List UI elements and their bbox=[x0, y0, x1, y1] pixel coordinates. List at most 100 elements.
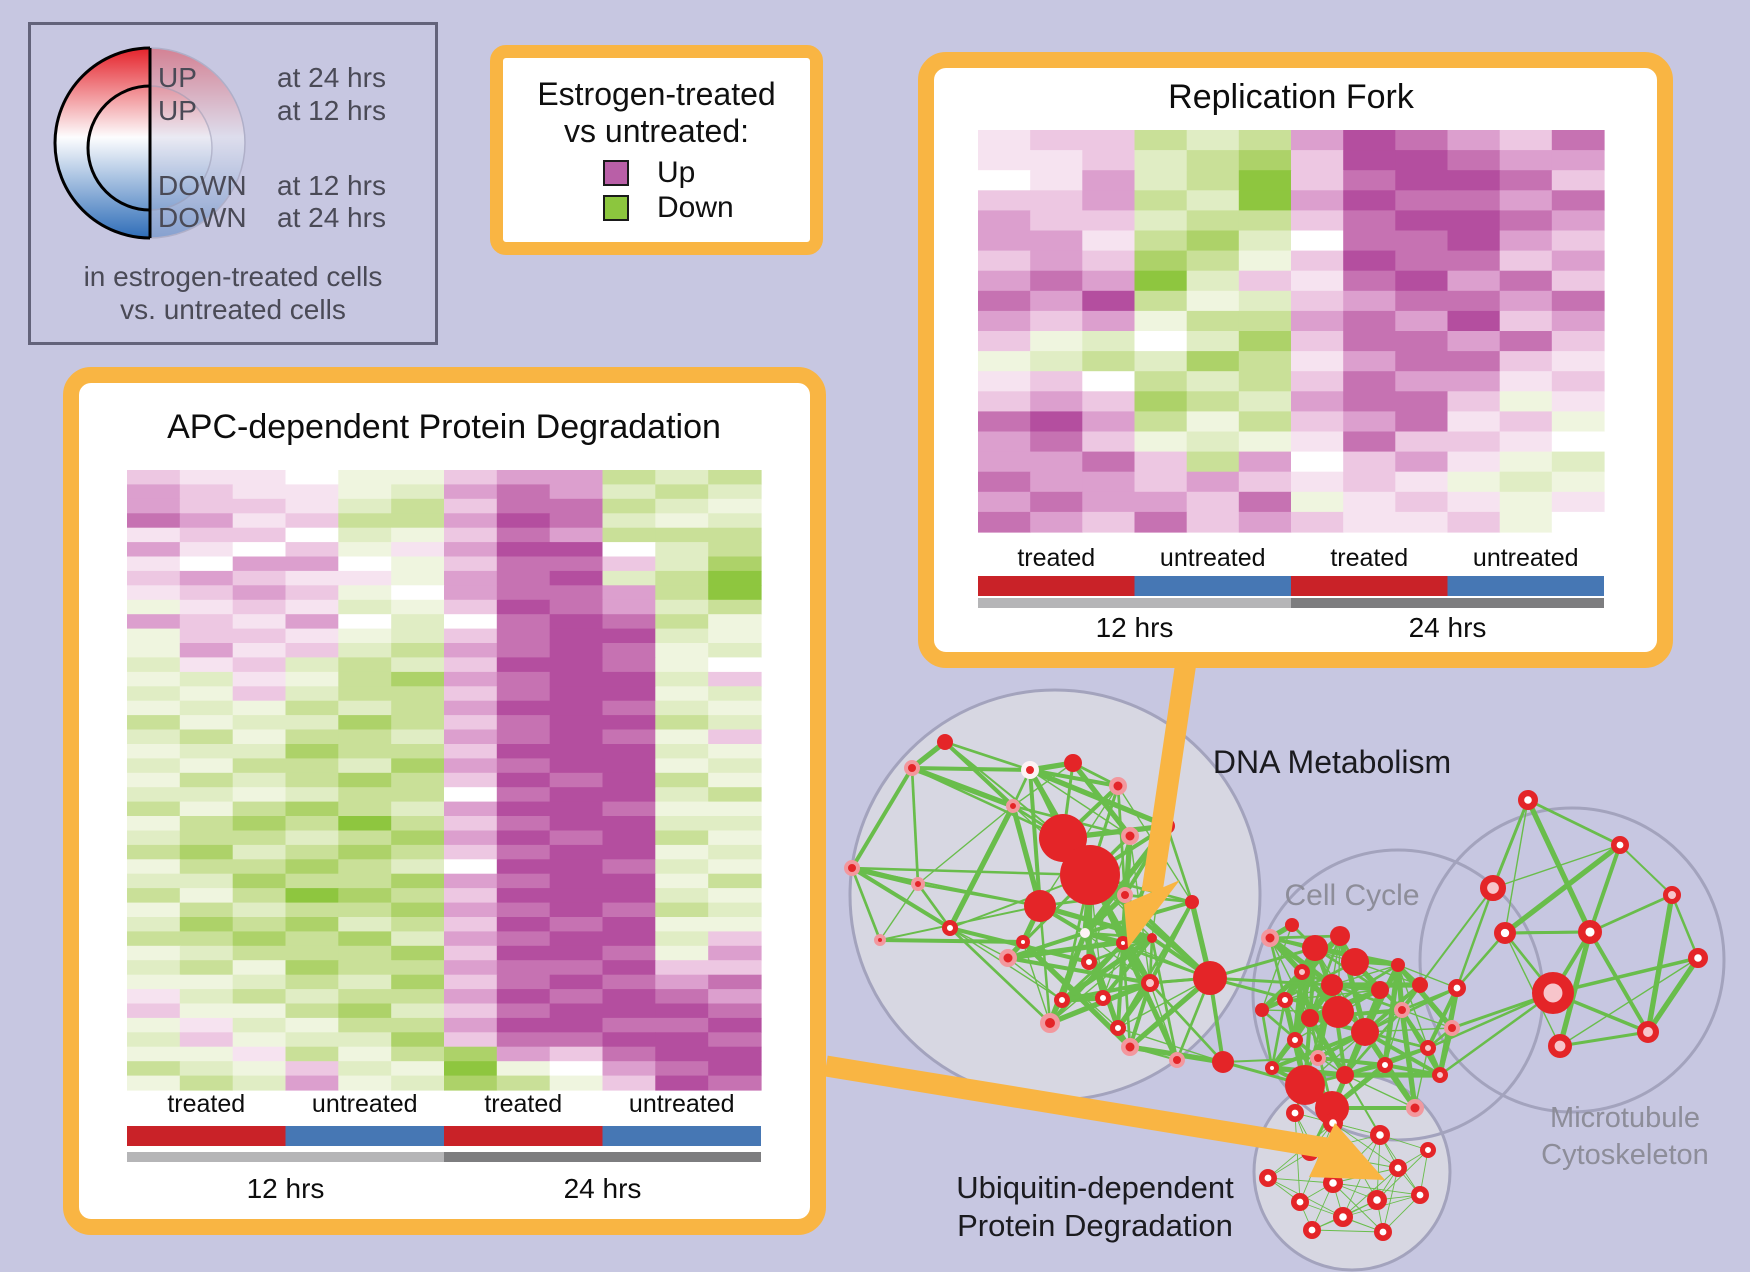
network-edge bbox=[1384, 1063, 1441, 1077]
network-edge bbox=[1437, 987, 1460, 1076]
network-edge bbox=[1504, 930, 1591, 935]
network-edge bbox=[1006, 873, 1092, 960]
legend-caption-line2: vs. untreated cells bbox=[120, 294, 346, 325]
network-node-ringwhite bbox=[1265, 1061, 1279, 1075]
network-edge bbox=[1294, 1112, 1301, 1203]
down-label: Down bbox=[657, 191, 734, 224]
network-edge bbox=[1303, 984, 1334, 1086]
panel-replication-fork bbox=[918, 52, 1673, 668]
network-node-halo bbox=[1080, 928, 1090, 938]
network-edge bbox=[1395, 963, 1455, 1030]
network-edge bbox=[1006, 940, 1025, 960]
network-edge bbox=[1426, 987, 1459, 1049]
legend-down-24-dir: DOWN bbox=[158, 202, 247, 233]
network-edge bbox=[1376, 1167, 1399, 1201]
network-node-solid bbox=[1285, 918, 1299, 932]
network-node-solid bbox=[1321, 974, 1343, 996]
network-edge bbox=[851, 865, 919, 887]
network-edge bbox=[1309, 1009, 1339, 1021]
network-edge bbox=[1331, 983, 1403, 1012]
network-edge bbox=[1647, 894, 1673, 1033]
network-edge bbox=[1303, 1084, 1335, 1124]
network-edge bbox=[879, 938, 1024, 944]
network-edge bbox=[1208, 977, 1225, 1063]
arrow-apc-to-ubiquitin-degradation-head bbox=[1309, 1123, 1385, 1180]
network-edge bbox=[1384, 1009, 1403, 1066]
network-edge bbox=[1117, 1027, 1224, 1063]
network-edge bbox=[1148, 937, 1154, 984]
network-edge bbox=[1007, 956, 1151, 985]
arrow-apc-to-ubiquitin-degradation-shaft bbox=[824, 1055, 1328, 1159]
network-edge bbox=[1311, 1182, 1334, 1231]
network-node-ringwhite bbox=[1303, 1221, 1322, 1240]
network-node-solid bbox=[1060, 845, 1120, 905]
network-edge bbox=[1151, 825, 1168, 939]
network-edge bbox=[949, 874, 1091, 929]
network-edge bbox=[1525, 798, 1593, 934]
network-edge bbox=[1342, 1134, 1381, 1218]
legend-up-12-time: at 12 hrs bbox=[277, 95, 386, 126]
network-edge bbox=[1382, 1194, 1421, 1233]
network-node-ringwhite bbox=[1411, 1186, 1430, 1205]
network-edge bbox=[1330, 984, 1340, 1013]
network-node-ringwhite bbox=[1420, 1142, 1436, 1158]
network-nodes bbox=[844, 734, 1708, 1242]
network-edge bbox=[1342, 1199, 1378, 1218]
network-node-ringpale bbox=[1479, 875, 1506, 902]
network-edge bbox=[1384, 1046, 1429, 1067]
network-edge bbox=[1039, 785, 1119, 907]
network-edge bbox=[1122, 942, 1211, 979]
network-edge bbox=[1338, 935, 1357, 963]
network-edge bbox=[1089, 873, 1193, 904]
network-edge bbox=[1363, 983, 1422, 1034]
network-edge bbox=[1088, 824, 1169, 877]
network-node-solid bbox=[1301, 1009, 1319, 1027]
network-edge bbox=[1282, 999, 1308, 1086]
network-edge bbox=[949, 926, 1090, 964]
network-edge bbox=[1061, 995, 1104, 1003]
network-edge bbox=[1022, 941, 1051, 1024]
network-node-solid bbox=[1341, 948, 1369, 976]
network-node-ringpink bbox=[1040, 1013, 1060, 1033]
network-node-ringpale bbox=[1432, 1067, 1448, 1083]
network-edge bbox=[1089, 873, 1126, 897]
network-edge bbox=[1088, 873, 1212, 980]
network-edge bbox=[1559, 1030, 1649, 1048]
network-edge bbox=[1451, 991, 1554, 1030]
network-edge bbox=[1309, 1008, 1403, 1020]
network-edge bbox=[1149, 982, 1224, 1063]
network-edge bbox=[1282, 946, 1318, 1002]
network-edge bbox=[1269, 934, 1341, 940]
network-edge bbox=[1552, 991, 1649, 1034]
network-edge bbox=[1294, 1112, 1311, 1153]
network-edge bbox=[1087, 873, 1153, 985]
network-node-ringwhite bbox=[1577, 919, 1602, 944]
network-edge bbox=[1124, 893, 1193, 904]
network-edge bbox=[1330, 984, 1347, 1076]
network-edge bbox=[879, 905, 1041, 941]
cluster-circle-cc bbox=[1251, 848, 1545, 1142]
network-edge bbox=[1342, 1216, 1384, 1233]
network-edge bbox=[1294, 1112, 1334, 1124]
network-edge bbox=[1084, 932, 1090, 963]
network-edge bbox=[1382, 1167, 1399, 1233]
network-node-solid bbox=[1024, 890, 1056, 922]
network-edge bbox=[1309, 963, 1399, 1020]
network-edge bbox=[1268, 935, 1334, 988]
network-edge bbox=[1308, 1017, 1334, 1109]
network-edge bbox=[1414, 1047, 1429, 1109]
network-edge bbox=[1007, 957, 1063, 1001]
network-edge bbox=[1292, 947, 1318, 1041]
network-edge bbox=[949, 927, 1063, 1001]
network-edge bbox=[1313, 947, 1340, 1013]
network-node-ringpink bbox=[1121, 1038, 1139, 1056]
estrogen-legend-title-line2: vs untreated: bbox=[564, 113, 749, 149]
network-edge bbox=[1344, 1063, 1386, 1077]
up-color-swatch bbox=[603, 160, 629, 186]
network-edge bbox=[1300, 934, 1342, 974]
network-edge bbox=[1270, 1039, 1297, 1069]
network-edge bbox=[1084, 930, 1124, 946]
network-edge bbox=[1007, 941, 1124, 960]
network-edge bbox=[1271, 1066, 1306, 1087]
